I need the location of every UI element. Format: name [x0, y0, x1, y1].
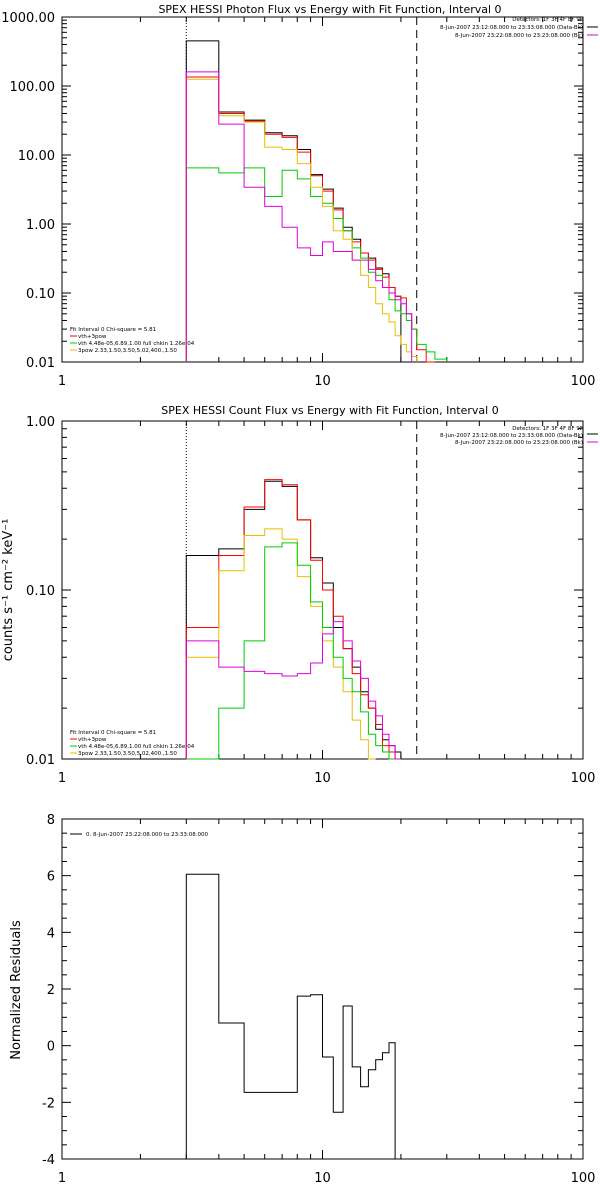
photon-flux-title: SPEX HESSI Photon Flux vs Energy with Fi… — [158, 3, 501, 16]
photon-detector-info: Detectors: 1F 3F 4F 8F 9F 8-Jun-2007 23:… — [440, 17, 583, 39]
y-tick-label: -4 — [42, 1153, 55, 1168]
y-tick-label: 0.01 — [26, 753, 55, 768]
series-black-histogram — [185, 873, 396, 1159]
fit-legend-label: 3pow 2.33,1.50,3.50,5.02,400.,1.50 — [78, 751, 177, 757]
count-flux-title: SPEX HESSI Count Flux vs Energy with Fit… — [161, 404, 498, 417]
detector-line: 8-Jun-2007 23:22:08.000 to 23:23:08.000 … — [455, 33, 583, 39]
fit-legend-label: 3pow 2.33,1.50,3.50,5.02,400.,1.50 — [78, 348, 177, 354]
count-flux-ylabel: counts s⁻¹ cm⁻² keV⁻¹ — [1, 519, 16, 662]
fit-legend-label: vth+3pow — [78, 334, 107, 340]
photon-fit-legend: Fit Interval 0 Chi-square = 5.81 vth+3po… — [70, 327, 195, 354]
y-tick-label: 0.10 — [26, 584, 55, 599]
fit-legend-label: vth 4.48e-05,6.89,1.00 full chkin 1.26e-… — [78, 341, 195, 347]
y-tick-label: 10.00 — [18, 149, 55, 164]
x-tick-label: 1 — [58, 374, 66, 389]
fit-legend-label: vth 4.48e-05,6.89,1.00 full chkin 1.26e-… — [78, 744, 195, 750]
series-yellow-histogram — [185, 78, 418, 362]
x-tick-label: 10 — [314, 771, 331, 786]
fit-legend-header: Fit Interval 0 Chi-square = 5.81 — [70, 327, 156, 333]
x-tick-label: 100 — [571, 1171, 596, 1186]
count-detector-info: Detectors: 1F 3F 4F 8F 9F 8-Jun-2007 23:… — [440, 426, 583, 446]
count-fit-legend: Fit Interval 0 Chi-square = 5.81 vth+3po… — [70, 730, 195, 757]
series-green-histogram — [186, 542, 396, 760]
detector-line: 8-Jun-2007 23:22:08.000 to 23:23:08.000 … — [455, 440, 583, 446]
y-tick-label: 2 — [47, 983, 55, 998]
series-magenta-histogram — [185, 71, 413, 362]
detector-line: Detectors: 1F 3F 4F 8F 9F — [512, 426, 583, 432]
x-tick-label: 1 — [58, 771, 66, 786]
plot-frame — [61, 818, 584, 1160]
y-tick-label: 4 — [47, 926, 55, 941]
x-tick-label: 10 — [314, 1171, 331, 1186]
x-tick-label: 10 — [314, 374, 331, 389]
residuals-ylabel: Normalized Residuals — [9, 920, 24, 1060]
series-black-histogram — [185, 40, 402, 362]
y-tick-label: 1.00 — [26, 415, 55, 430]
y-tick-label: 1000.00 — [1, 11, 55, 26]
y-tick-label: 100.00 — [10, 80, 56, 95]
photon-flux-panel: SPEX HESSI Photon Flux vs Energy with Fi… — [1, 3, 598, 389]
x-tick-label: 100 — [571, 374, 596, 389]
y-tick-label: 8 — [47, 813, 55, 828]
series-red-histogram — [185, 76, 435, 363]
y-tick-label: 1.00 — [26, 218, 55, 233]
series-magenta-histogram — [185, 621, 401, 760]
x-tick-label: 100 — [571, 771, 596, 786]
detector-line: 8-Jun-2007 23:12:08.000 to 23:33:08.000 … — [440, 433, 583, 439]
series-green-histogram — [185, 167, 448, 362]
y-tick-label: 0.01 — [26, 356, 55, 371]
y-tick-label: 6 — [47, 870, 55, 885]
fit-legend-label: vth+3pow — [78, 737, 107, 743]
y-tick-label: 0.10 — [26, 287, 55, 302]
residuals-panel: Normalized Residuals 0. 8-Jun-2007 23:22… — [9, 813, 595, 1186]
detector-line: 8-Jun-2007 23:12:08.000 to 23:33:08.000 … — [440, 25, 583, 31]
series-yellow-histogram — [185, 528, 376, 760]
residuals-legend-label: 0. 8-Jun-2007 23:22:08.000 to 23:33:08.0… — [86, 832, 209, 838]
x-tick-label: 1 — [58, 1171, 66, 1186]
y-tick-label: -2 — [42, 1096, 55, 1111]
y-tick-label: 0 — [47, 1040, 55, 1055]
detector-line: Detectors: 1F 3F 4F 8F 9F — [512, 17, 583, 23]
fit-legend-header: Fit Interval 0 Chi-square = 5.81 — [70, 730, 156, 736]
count-flux-panel: SPEX HESSI Count Flux vs Energy with Fit… — [1, 404, 598, 786]
series-black-histogram — [185, 480, 402, 759]
